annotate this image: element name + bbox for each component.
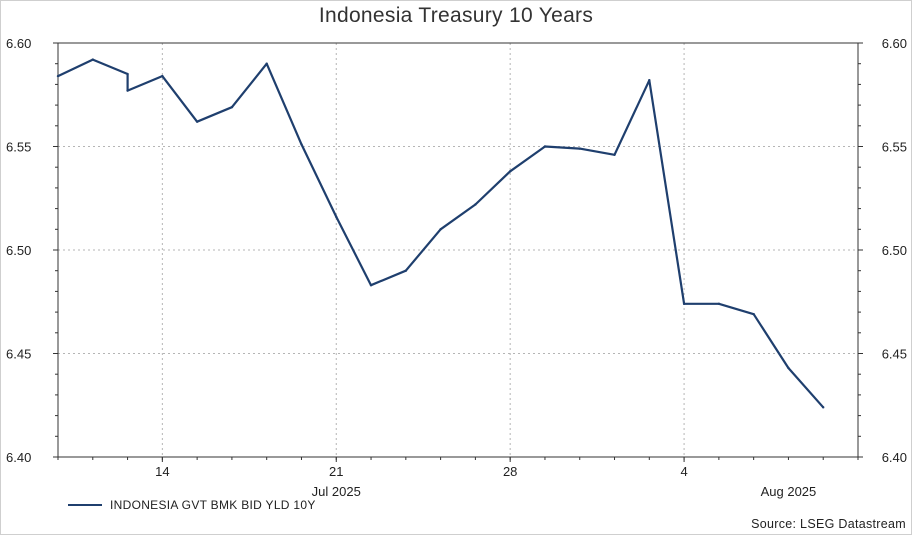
data-point bbox=[195, 120, 199, 123]
data-point bbox=[682, 302, 686, 306]
data-point bbox=[265, 62, 268, 65]
y-tick-label-right: 6.45 bbox=[882, 347, 907, 362]
source-note: Source: LSEG Datastream bbox=[751, 517, 906, 531]
data-point bbox=[578, 147, 581, 150]
series-line bbox=[57, 58, 825, 409]
y-tick-label-left: 6.60 bbox=[6, 36, 31, 51]
y-tick-label-right: 6.50 bbox=[882, 243, 907, 258]
data-point bbox=[230, 105, 234, 109]
y-tick-label-left: 6.50 bbox=[6, 243, 31, 258]
data-point bbox=[404, 269, 408, 272]
data-point bbox=[56, 74, 60, 78]
plot-border bbox=[57, 42, 859, 458]
y-tick-label-left: 6.55 bbox=[6, 140, 31, 155]
x-tick-label: 28 bbox=[503, 464, 517, 479]
chart-title: Indonesia Treasury 10 Years bbox=[318, 4, 594, 27]
x-tick-label: 4 bbox=[680, 464, 687, 479]
data-point bbox=[717, 302, 721, 306]
x-tick-label: 14 bbox=[155, 464, 169, 479]
data-point bbox=[300, 143, 303, 146]
data-point bbox=[369, 283, 373, 287]
data-point bbox=[335, 215, 338, 219]
data-point bbox=[474, 203, 477, 206]
data-point bbox=[787, 366, 790, 370]
data-point bbox=[613, 153, 616, 156]
data-point bbox=[508, 170, 512, 173]
data-point bbox=[648, 79, 651, 82]
data-point bbox=[439, 228, 442, 231]
y-tick-label-left: 6.40 bbox=[6, 450, 31, 465]
data-point bbox=[822, 406, 825, 409]
data-point bbox=[126, 72, 129, 76]
y-tick-label-left: 6.45 bbox=[6, 347, 31, 362]
legend: INDONESIA GVT BMK BID YLD 10Y bbox=[68, 498, 316, 512]
data-point bbox=[161, 74, 164, 78]
x-tick-label: 21 bbox=[329, 464, 343, 479]
data-point bbox=[126, 89, 129, 92]
y-tick-label-right: 6.55 bbox=[882, 140, 907, 155]
x-month-label: Jul 2025 bbox=[312, 484, 361, 499]
data-point bbox=[543, 145, 547, 148]
y-tick-label-right: 6.60 bbox=[882, 36, 907, 51]
data-point bbox=[91, 58, 94, 61]
y-tick-label-right: 6.40 bbox=[882, 450, 907, 465]
legend-label: INDONESIA GVT BMK BID YLD 10Y bbox=[110, 498, 316, 512]
x-month-label: Aug 2025 bbox=[761, 484, 817, 499]
legend-swatch bbox=[68, 504, 102, 506]
data-point bbox=[752, 312, 755, 316]
